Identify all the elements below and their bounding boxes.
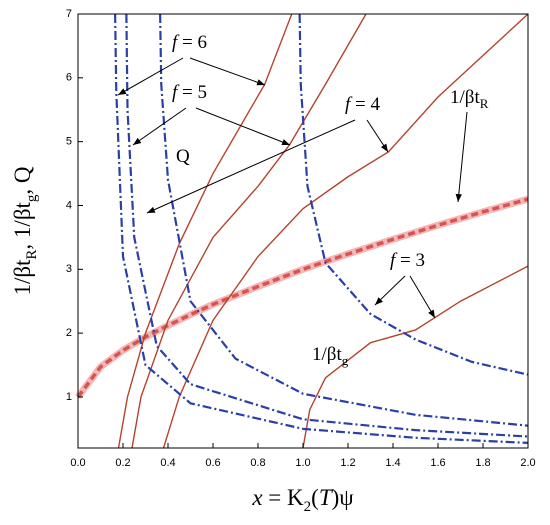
annotation-text: = 5 — [177, 82, 207, 103]
y-tick-label: 2 — [66, 327, 72, 339]
y-tick-label: 3 — [66, 263, 72, 275]
annotation-text: f — [345, 94, 353, 115]
line-series — [131, 13, 367, 449]
y-axis-label-part: g — [24, 194, 40, 202]
x-axis-label-part: x — [251, 485, 263, 510]
arrow — [374, 275, 406, 306]
annotation-sub: g — [342, 353, 349, 368]
line-series — [125, 13, 529, 438]
line-shadow — [75, 195, 529, 400]
annotation: Q — [176, 146, 190, 167]
annotation-text: f — [390, 250, 398, 271]
line-series — [302, 265, 529, 449]
y-axis-label-part: 1/βt — [10, 259, 35, 296]
annotation: 1/βtR — [450, 87, 489, 111]
annotation-text: = 6 — [177, 32, 207, 53]
x-tick-label: 1.6 — [430, 457, 445, 469]
x-tick-label: 1.4 — [385, 457, 400, 469]
x-tick-label: 2.0 — [520, 457, 535, 469]
y-tick-label: 4 — [66, 199, 72, 211]
annotation: f = 4 — [345, 94, 380, 115]
x-axis-label-part: )ψ — [332, 485, 355, 510]
x-axis-label: x = K2(T)ψ — [251, 485, 354, 515]
x-axis-label-part: ( — [311, 485, 319, 510]
arrow — [132, 107, 187, 146]
arrow — [455, 111, 468, 203]
y-tick-label: 5 — [66, 136, 72, 148]
arrow — [409, 275, 436, 319]
annotation-sub: R — [480, 96, 489, 111]
arrow — [117, 57, 184, 96]
annotation-text: Q — [176, 146, 190, 167]
arrow — [195, 107, 291, 146]
y-axis-label-part: , 1/βt — [10, 201, 35, 249]
y-axis-label: 1/βtR, 1/βtg, Q — [10, 166, 40, 295]
annotation: f = 5 — [172, 82, 207, 103]
y-axis-label-part: , Q — [10, 166, 35, 195]
line-series — [117, 13, 293, 449]
x-axis-label-part: T — [319, 485, 334, 510]
line-series — [76, 197, 529, 398]
y-tick-label: 7 — [66, 8, 72, 20]
annotation: 1/βtg — [312, 344, 349, 368]
x-tick-label: 0.4 — [160, 457, 175, 469]
arrows — [117, 57, 468, 319]
x-axis-label-part: = K — [263, 485, 304, 510]
x-axis-label-part: 2 — [304, 499, 312, 515]
annotation-text: 1/βt — [312, 344, 342, 365]
y-axis-label-part: R — [24, 250, 40, 260]
y-tick-label: 1 — [66, 391, 72, 403]
x-tick-label: 0.8 — [250, 457, 265, 469]
x-tick-label: 0.0 — [70, 457, 85, 469]
x-tick-label: 1.0 — [295, 457, 310, 469]
arrow — [146, 119, 356, 214]
x-tick-label: 0.6 — [205, 457, 220, 469]
plot-area — [75, 13, 529, 449]
line-series — [159, 13, 529, 427]
line-series — [114, 13, 529, 444]
annotation-text: = 3 — [395, 250, 425, 271]
line-series — [298, 13, 529, 376]
x-tick-label: 1.2 — [340, 457, 355, 469]
annotation-text: f — [172, 82, 180, 103]
line-series — [162, 13, 529, 449]
annotation-text: 1/βt — [450, 87, 480, 108]
y-tick-label: 6 — [66, 72, 72, 84]
annotation: f = 6 — [172, 32, 207, 53]
x-tick-label: 0.2 — [115, 457, 130, 469]
annotation: f = 3 — [390, 250, 425, 271]
arrow — [366, 119, 389, 153]
x-tick-label: 1.8 — [475, 457, 490, 469]
annotation-text: = 4 — [350, 94, 380, 115]
annotation-text: f — [172, 32, 180, 53]
arrow — [189, 57, 266, 86]
